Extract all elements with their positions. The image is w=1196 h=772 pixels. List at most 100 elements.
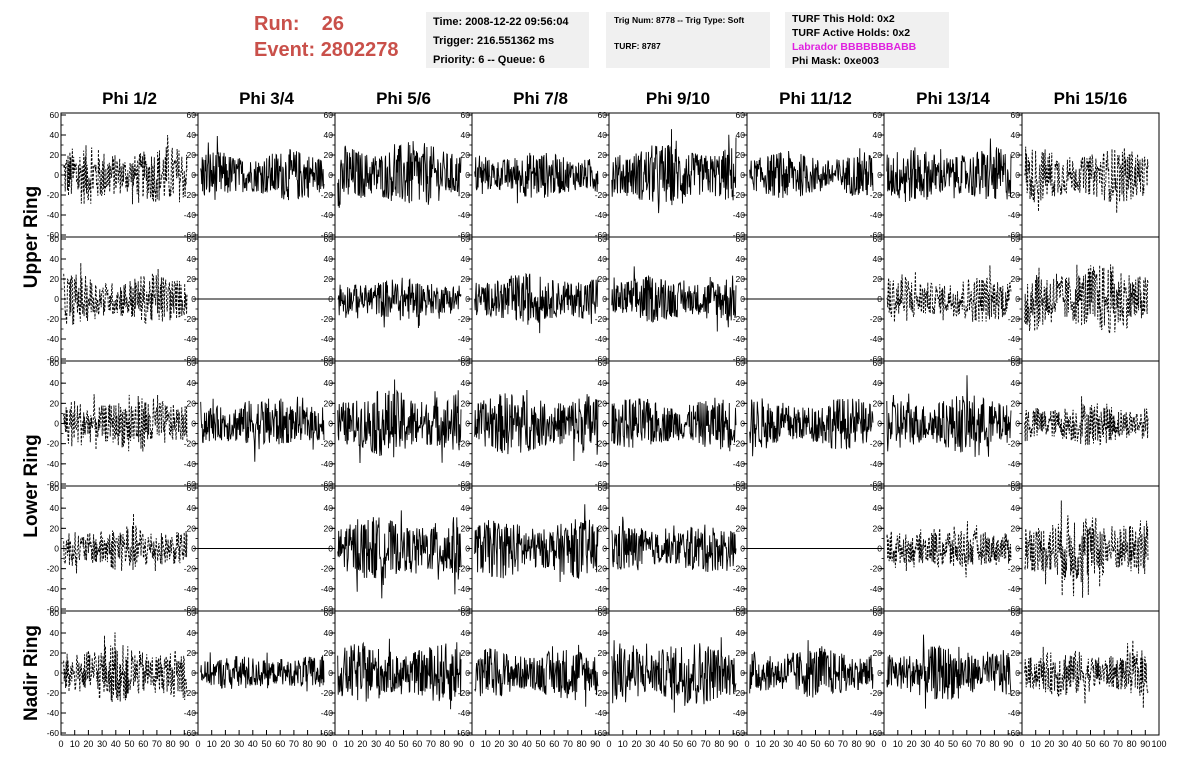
y-tick-label: -60 <box>1008 479 1021 489</box>
y-tick-label: -60 <box>870 354 883 364</box>
y-tick-label: 0 <box>602 170 607 180</box>
y-tick-label: -20 <box>47 314 60 324</box>
y-tick-label: 40 <box>873 628 883 638</box>
y-tick-label: 40 <box>461 503 471 513</box>
y-tick-label: 0 <box>740 668 745 678</box>
y-tick-label: 40 <box>1011 254 1021 264</box>
x-tick-label: 20 <box>220 739 230 749</box>
y-tick-label: 40 <box>736 254 746 264</box>
y-tick-label: -60 <box>184 479 197 489</box>
y-tick-label: 60 <box>50 483 60 493</box>
x-tick-label: 40 <box>797 739 807 749</box>
y-tick-label: -60 <box>47 230 60 240</box>
y-tick-label: 20 <box>1011 648 1021 658</box>
waveform-trace <box>63 134 188 205</box>
y-tick-label: 20 <box>736 523 746 533</box>
y-tick-label: -20 <box>595 190 608 200</box>
y-tick-label: 20 <box>736 150 746 160</box>
y-tick-label: 60 <box>187 358 197 368</box>
y-tick-label: -60 <box>47 354 60 364</box>
waveform-trace <box>200 135 325 201</box>
y-tick-label: 40 <box>324 130 334 140</box>
y-tick-label: 40 <box>598 254 608 264</box>
y-tick-label: -40 <box>595 708 608 718</box>
y-tick-label: 60 <box>1011 608 1021 618</box>
y-tick-label: -20 <box>733 688 746 698</box>
x-tick-label: 0 <box>744 739 749 749</box>
x-tick-label: 90 <box>316 739 326 749</box>
x-tick-label: 40 <box>659 739 669 749</box>
y-tick-label: 60 <box>461 110 471 120</box>
y-tick-label: 60 <box>324 234 334 244</box>
y-tick-label: 0 <box>1015 419 1020 429</box>
y-tick-label: 40 <box>1011 628 1021 638</box>
y-tick-label: -20 <box>458 439 471 449</box>
y-tick-label: 0 <box>602 419 607 429</box>
y-tick-label: 0 <box>602 668 607 678</box>
waveform-trace <box>63 262 188 325</box>
y-tick-label: -40 <box>1008 210 1021 220</box>
x-tick-label: 70 <box>976 739 986 749</box>
y-tick-label: -60 <box>1008 604 1021 614</box>
waveform-trace <box>200 396 325 462</box>
y-tick-label: -20 <box>595 688 608 698</box>
x-tick-label: 60 <box>138 739 148 749</box>
y-tick-label: 0 <box>877 544 882 554</box>
waveform-trace <box>337 638 462 710</box>
y-tick-label: -20 <box>458 688 471 698</box>
y-tick-label: 60 <box>324 483 334 493</box>
column-title: Phi 15/16 <box>1054 89 1128 108</box>
event-label: Event: <box>254 39 316 61</box>
x-tick-label: 60 <box>412 739 422 749</box>
y-tick-label: 20 <box>50 523 60 533</box>
y-tick-label: -40 <box>1008 459 1021 469</box>
trigger-line: Trigger: 216.551362 ms <box>433 35 555 47</box>
panel-frame <box>60 485 199 612</box>
y-tick-label: -60 <box>733 230 746 240</box>
y-tick-label: 0 <box>328 419 333 429</box>
column-title: Phi 11/12 <box>779 89 852 108</box>
x-tick-label: 50 <box>810 739 820 749</box>
y-tick-label: 20 <box>324 274 334 284</box>
event-row: Event: 2802278 <box>254 37 399 63</box>
y-tick-label: 20 <box>598 398 608 408</box>
y-tick-label: -20 <box>870 688 883 698</box>
y-tick-label: 20 <box>324 150 334 160</box>
time-info-box: Time: 2008-12-22 09:56:04 Trigger: 216.5… <box>426 12 589 68</box>
y-tick-label: -40 <box>733 459 746 469</box>
y-tick-label: -20 <box>458 564 471 574</box>
y-tick-label: -20 <box>733 439 746 449</box>
y-tick-label: -60 <box>321 728 334 738</box>
y-tick-label: 40 <box>873 254 883 264</box>
y-tick-label: 40 <box>324 503 334 513</box>
y-tick-label: 40 <box>598 628 608 638</box>
x-tick-label: 0 <box>881 739 886 749</box>
y-tick-label: 0 <box>54 544 59 554</box>
y-tick-label: 40 <box>187 628 197 638</box>
y-tick-label: -60 <box>458 604 471 614</box>
y-tick-label: 60 <box>598 483 608 493</box>
y-tick-label: 60 <box>461 234 471 244</box>
y-tick-label: 60 <box>50 234 60 244</box>
y-tick-label: 40 <box>598 503 608 513</box>
x-tick-label: 80 <box>852 739 862 749</box>
y-tick-label: -60 <box>595 479 608 489</box>
y-tick-label: 20 <box>736 648 746 658</box>
y-tick-label: -60 <box>1008 230 1021 240</box>
y-tick-label: -40 <box>184 210 197 220</box>
y-tick-label: 40 <box>1011 503 1021 513</box>
y-tick-label: 0 <box>740 419 745 429</box>
y-tick-label: 0 <box>328 170 333 180</box>
waveform-trace <box>1024 640 1149 709</box>
y-tick-label: -40 <box>595 334 608 344</box>
x-tick-label: 40 <box>1072 739 1082 749</box>
y-tick-label: -40 <box>458 459 471 469</box>
y-tick-label: 60 <box>736 358 746 368</box>
y-tick-label: 0 <box>191 170 196 180</box>
x-tick-label: 40 <box>248 739 258 749</box>
y-tick-label: -40 <box>47 708 60 718</box>
y-tick-label: -40 <box>870 459 883 469</box>
x-tick-label: 70 <box>152 739 162 749</box>
ring-label: Nadir Ring <box>21 625 42 721</box>
run-event-block: Run: 26 Event: 2802278 <box>254 11 399 63</box>
